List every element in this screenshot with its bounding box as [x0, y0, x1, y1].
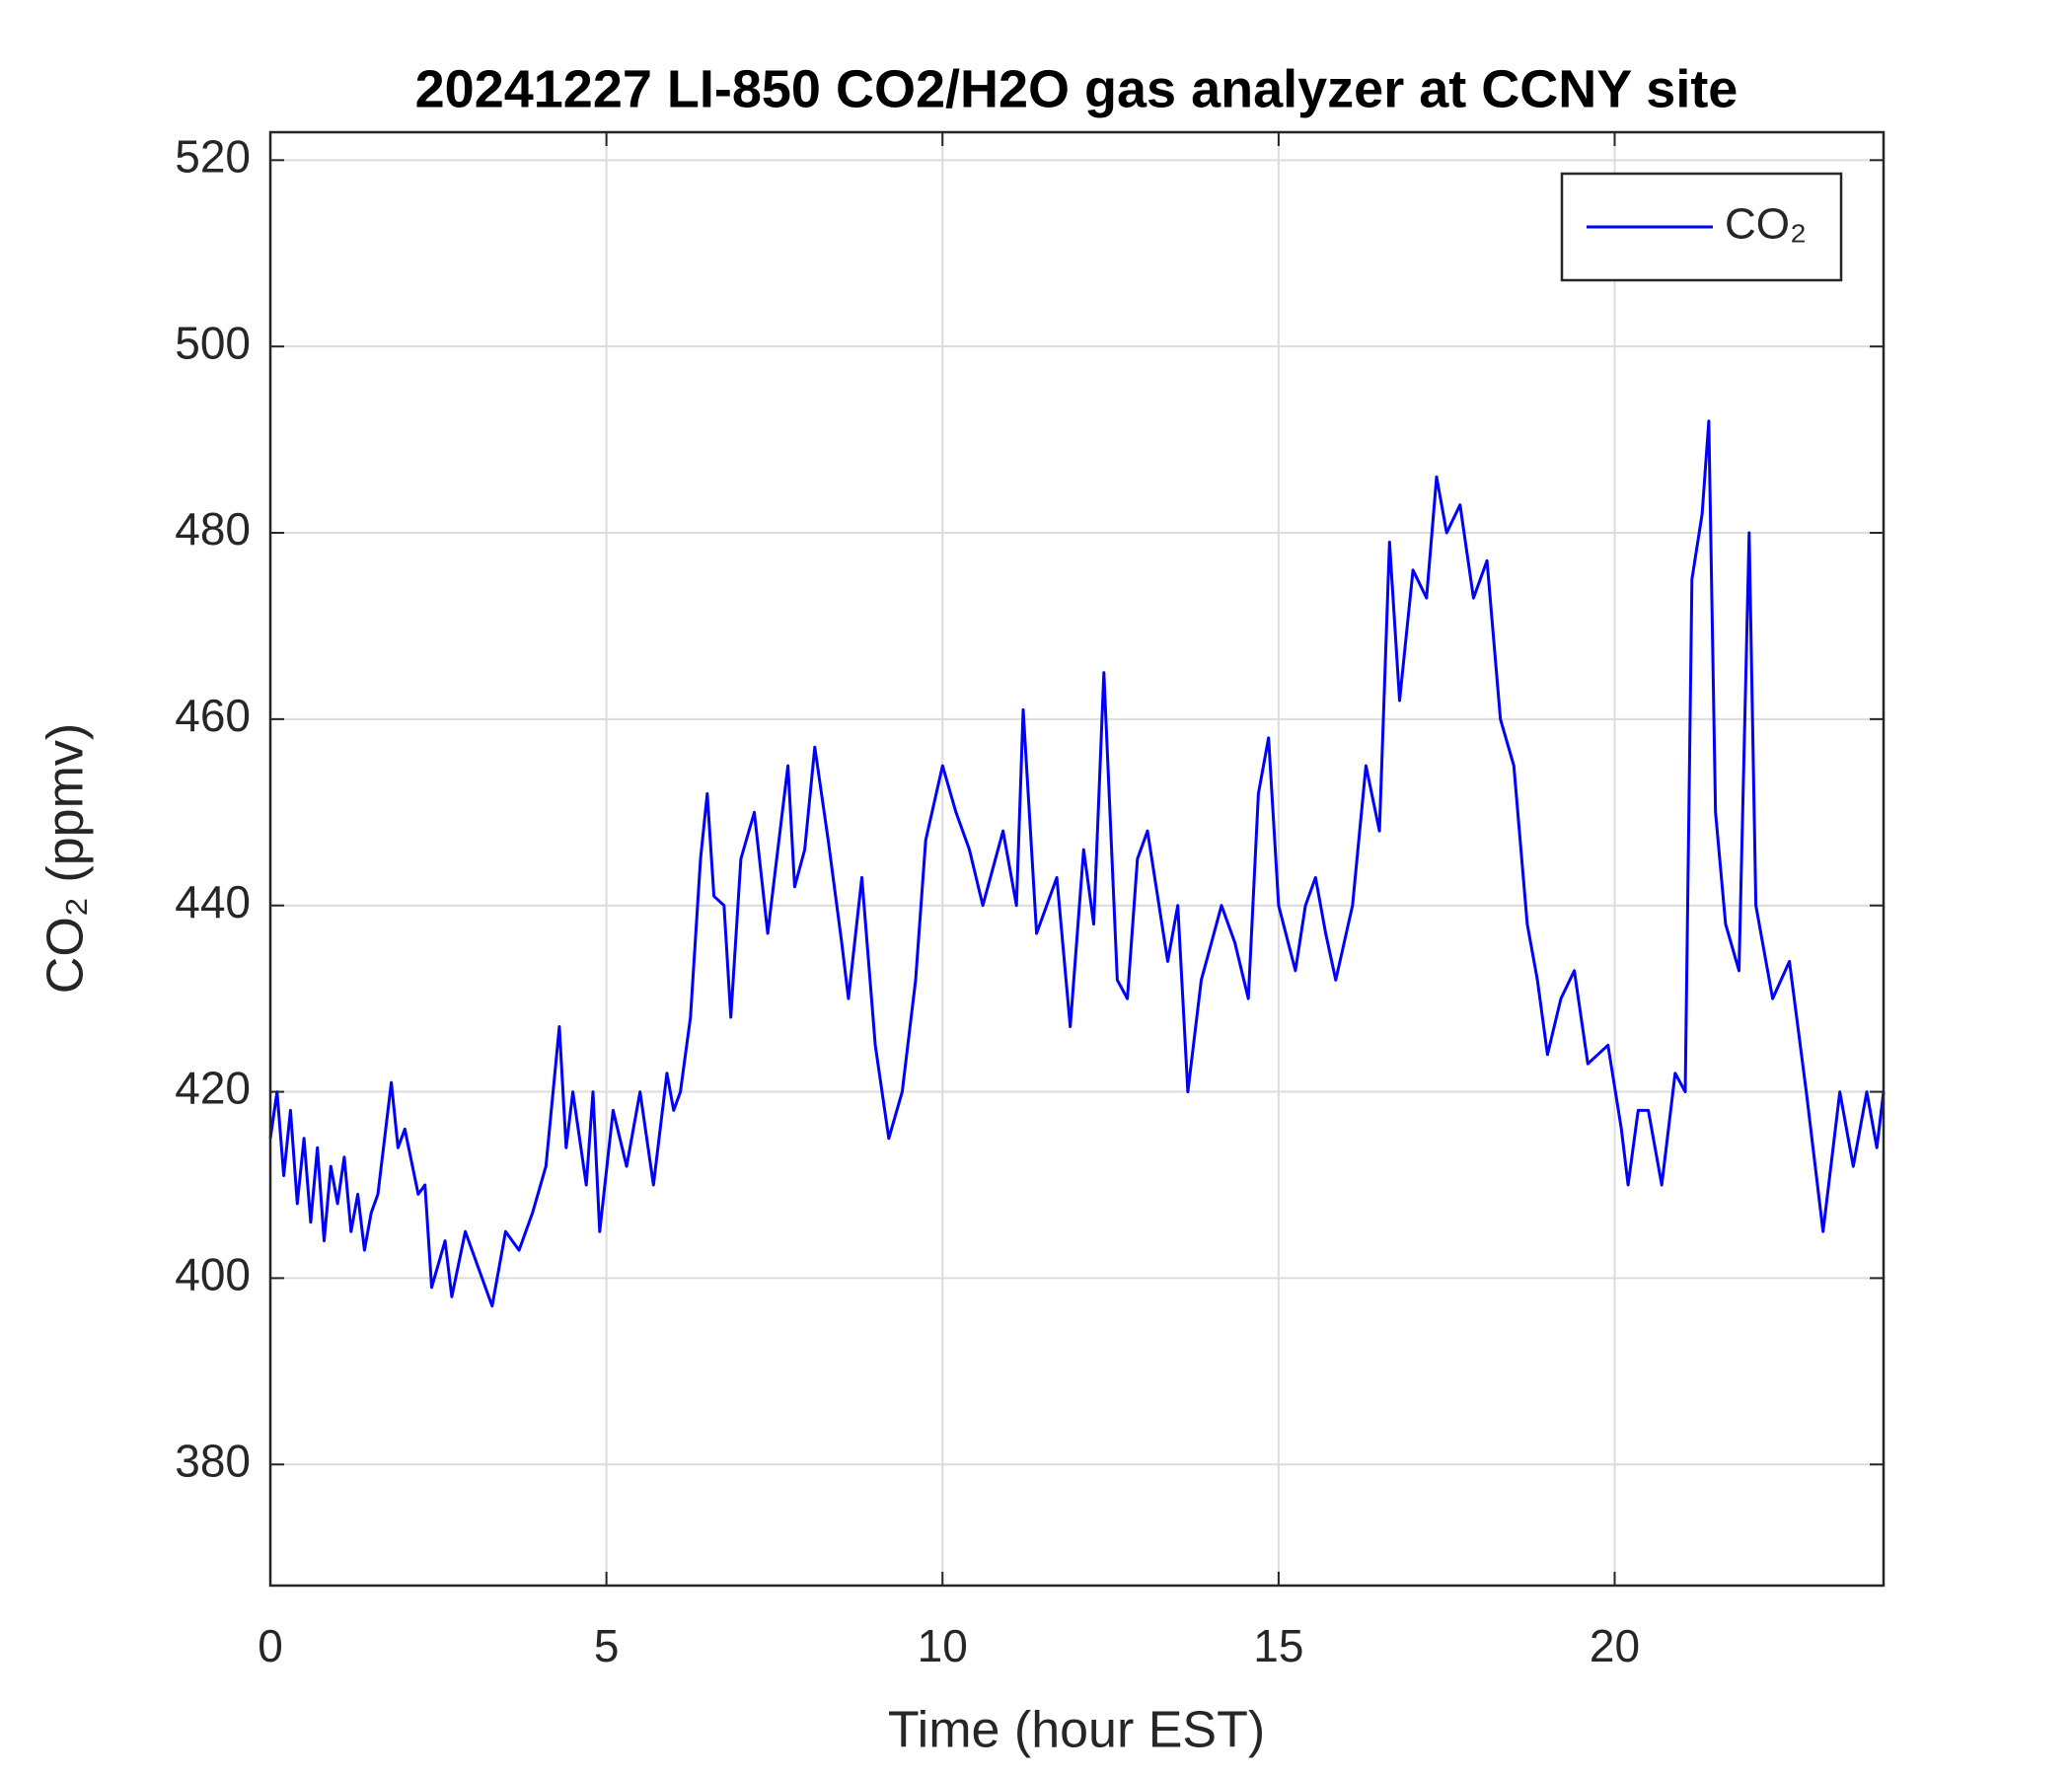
x-tick-label: 15 [1253, 1620, 1303, 1671]
y-tick-label: 380 [175, 1435, 251, 1486]
y-tick-label: 500 [175, 317, 251, 368]
axes-box [268, 130, 1886, 1588]
y-tick-label: 460 [175, 690, 251, 741]
x-axis-label: Time (hour EST) [888, 1702, 1265, 1759]
x-tick-label: 20 [1590, 1620, 1640, 1671]
legend-label: CO₂ [1725, 200, 1807, 249]
x-tick-label: 10 [918, 1620, 968, 1671]
y-tick-label: 420 [175, 1063, 251, 1114]
x-tick-label: 5 [594, 1620, 620, 1671]
y-axis-label: CO₂ (ppmv) [37, 723, 95, 994]
data-line [268, 419, 1886, 1308]
y-tick-label: 400 [175, 1249, 251, 1300]
y-tick-label: 480 [175, 503, 251, 555]
y-tick-label: 520 [175, 130, 251, 182]
y-tick-label: 440 [175, 876, 251, 927]
x-tick-label: 0 [258, 1620, 283, 1671]
chart-title: 20241227 LI-850 CO2/H2O gas analyzer at … [415, 59, 1739, 118]
